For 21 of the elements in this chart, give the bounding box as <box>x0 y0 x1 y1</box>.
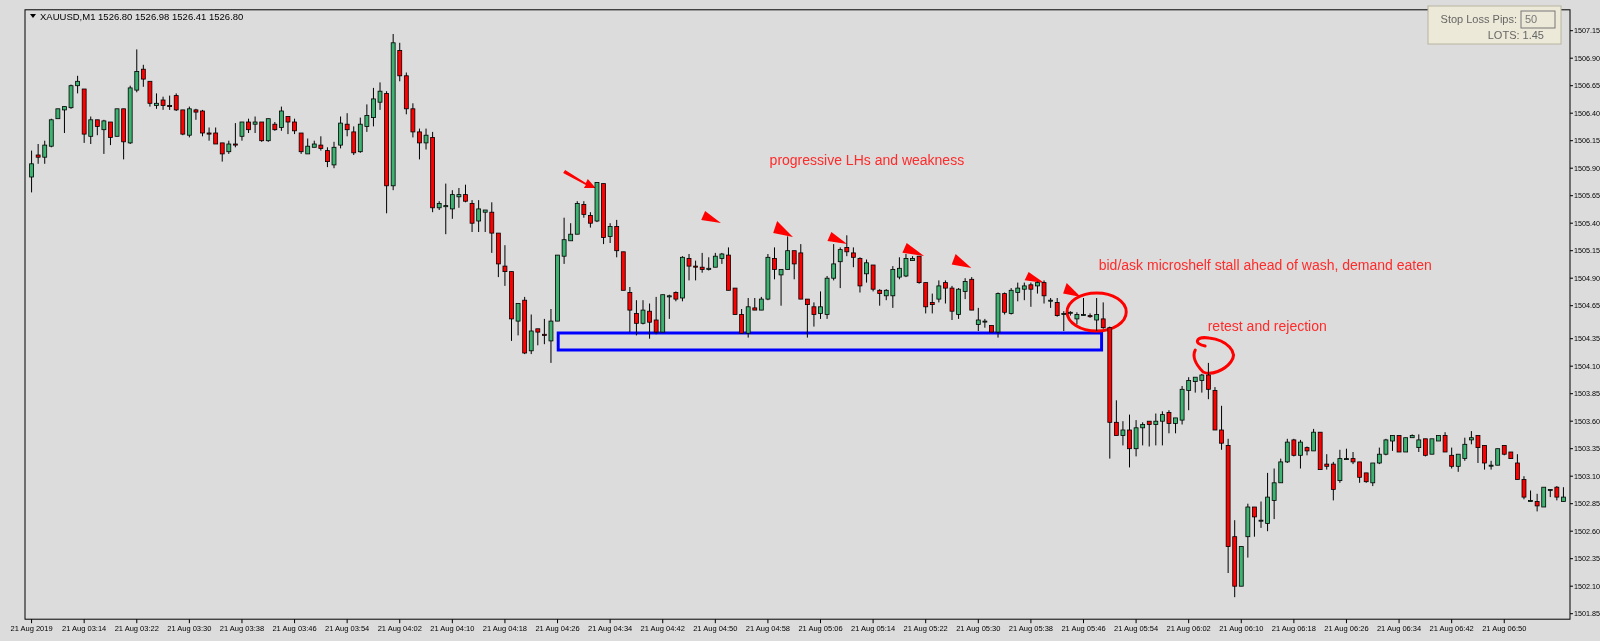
candlestick <box>1449 447 1455 469</box>
candlestick <box>929 293 935 314</box>
chart-title: XAUUSD,M1 1526.80 1526.98 1526.41 1526.80 <box>40 11 244 22</box>
candlestick <box>338 116 343 149</box>
annotation: bid/ask microshelf stall ahead of wash, demand eaten <box>1098 256 1432 273</box>
annotation: LOTS: 1.45 <box>1487 29 1544 41</box>
candlestick <box>1252 506 1257 538</box>
annotation: 50 <box>1525 13 1538 25</box>
candlestick <box>851 246 856 268</box>
candlestick <box>936 279 942 303</box>
candlestick <box>351 125 357 156</box>
annotation: Stop Loss Pips: <box>1440 13 1517 25</box>
candlestick <box>233 122 238 148</box>
candlestick <box>29 150 34 193</box>
candlestick <box>1206 362 1211 400</box>
candlestick <box>804 298 810 339</box>
candlestick <box>627 286 633 333</box>
annotation: retest and rejection <box>1207 317 1327 334</box>
annotation: progressive LHs and weakness <box>769 151 965 168</box>
candlestick <box>140 64 146 88</box>
candlestick <box>344 112 350 137</box>
